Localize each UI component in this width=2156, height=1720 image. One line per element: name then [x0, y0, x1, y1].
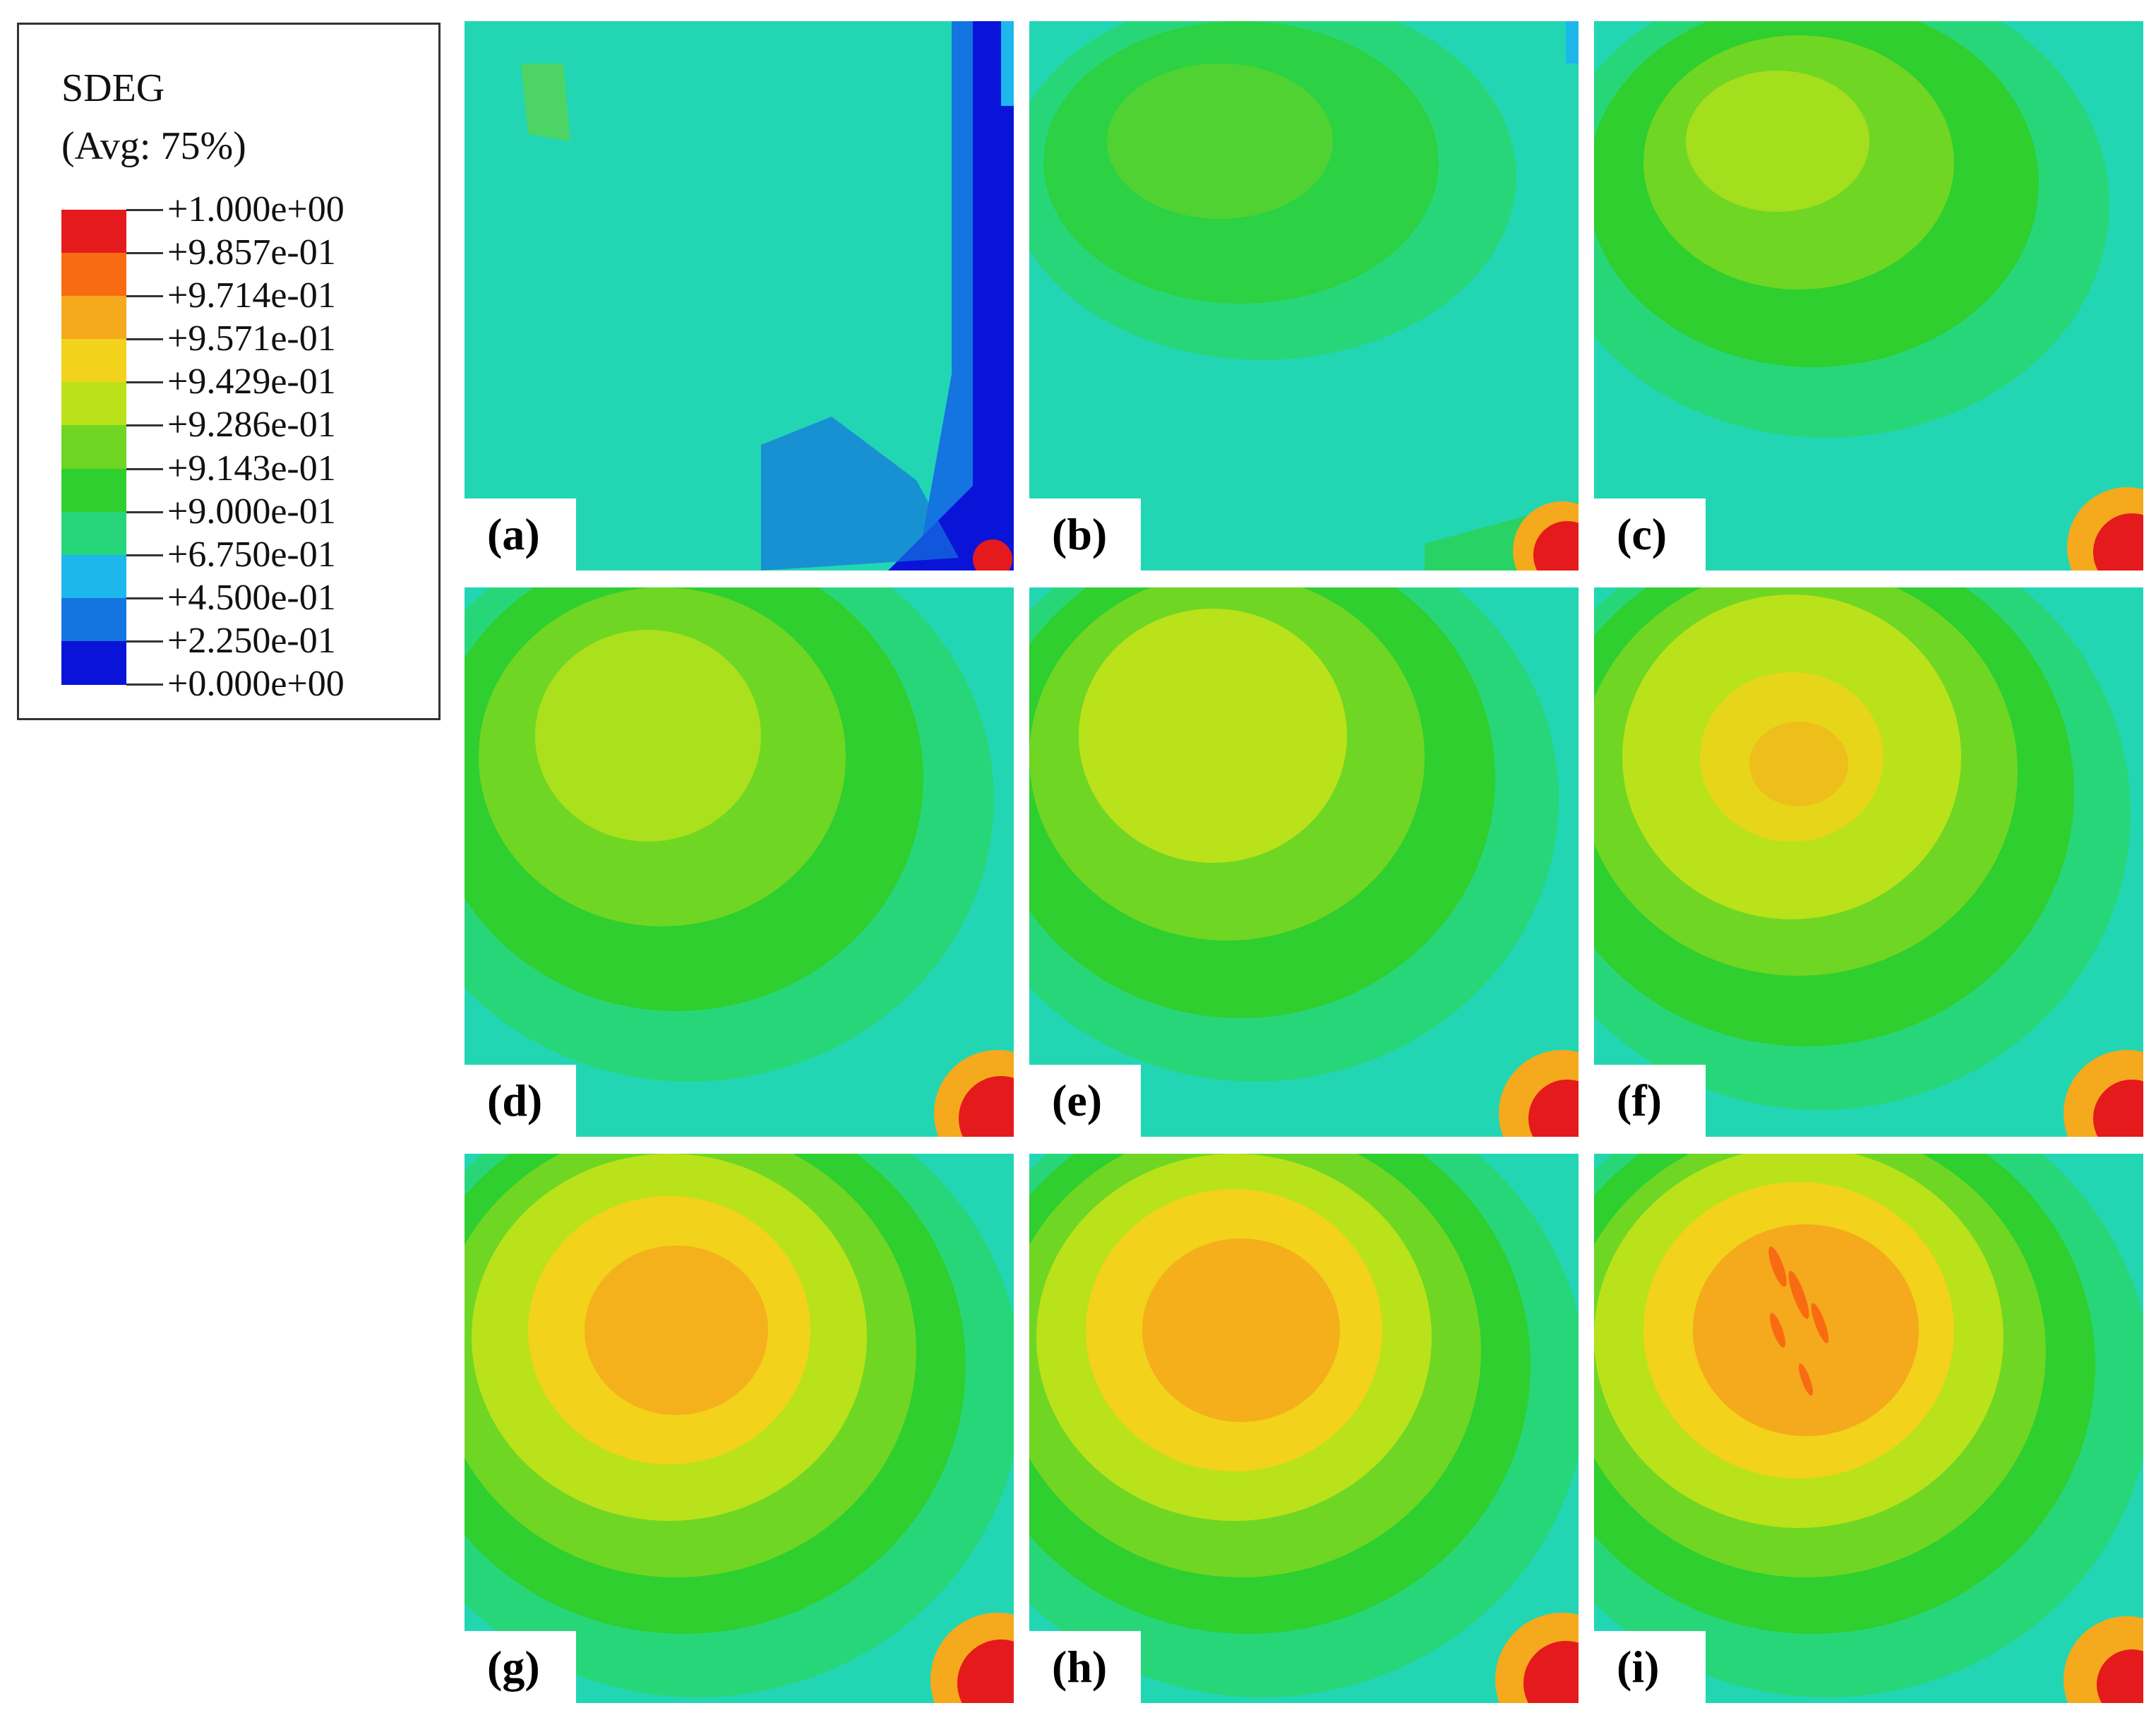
- legend-tick: [126, 295, 163, 298]
- legend-label: +6.750e-01: [167, 534, 336, 575]
- contour-plot-h: [1029, 1154, 1579, 1703]
- panel-label-bg: [465, 498, 576, 571]
- legend-swatch: [61, 468, 126, 513]
- panel-label-bg: [1029, 1631, 1141, 1703]
- legend-tick: [126, 554, 163, 556]
- panel-a: (a): [465, 21, 1014, 571]
- panel-label-bg: [1594, 1631, 1706, 1703]
- legend-tick: [126, 424, 163, 427]
- legend-tick: [126, 467, 163, 470]
- panel-f: (f): [1594, 587, 2143, 1137]
- legend-colorbar: [61, 210, 126, 685]
- panel-label-bg: [465, 1631, 576, 1703]
- legend-label: +1.000e+00: [167, 189, 345, 229]
- legend-swatch: [61, 597, 126, 642]
- panel-b: (b): [1029, 21, 1579, 571]
- legend-tick: [126, 381, 163, 384]
- panel-label-h: (h): [1052, 1642, 1108, 1692]
- legend-label: +2.250e-01: [167, 620, 336, 661]
- legend-subtitle: (Avg: 75%): [61, 124, 246, 168]
- legend-label: +9.571e-01: [167, 318, 336, 359]
- legend-label: +9.000e-01: [167, 491, 336, 532]
- contour-plot-d: [465, 587, 1014, 1137]
- legend-swatch: [61, 554, 126, 599]
- contour-plot-i: [1594, 1154, 2143, 1703]
- legend-label: +9.286e-01: [167, 405, 336, 446]
- contour-plot-a: [465, 21, 1014, 571]
- legend-swatch: [61, 210, 126, 254]
- panel-label-bg: [1029, 1065, 1141, 1137]
- panel-h: (h): [1029, 1154, 1579, 1703]
- legend-swatch: [61, 296, 126, 340]
- panel-e: (e): [1029, 587, 1579, 1137]
- panel-g: (g): [465, 1154, 1014, 1703]
- panel-label-bg: [1594, 1065, 1706, 1137]
- sdeg-legend: SDEG (Avg: 75%) +1.000e+00 +9.857e-01 +9.7…: [17, 23, 441, 720]
- legend-swatch: [61, 511, 126, 556]
- contour-plot-f: [1594, 587, 2143, 1137]
- contour-plot-e: [1029, 587, 1579, 1137]
- legend-tick: [126, 338, 163, 341]
- legend-label: +9.857e-01: [167, 232, 336, 273]
- panel-label-bg: [1594, 498, 1706, 571]
- legend-swatch: [61, 425, 126, 470]
- legend-tick: [126, 597, 163, 599]
- panel-label-bg: [465, 1065, 576, 1137]
- panel-label-b: (b): [1052, 509, 1108, 559]
- panel-label-e: (e): [1052, 1075, 1103, 1125]
- legend-tick: [126, 683, 163, 686]
- contour-plot-b: [1029, 21, 1579, 571]
- legend-label: +9.714e-01: [167, 275, 336, 316]
- panel-label-f: (f): [1617, 1075, 1662, 1125]
- legend-swatch: [61, 253, 126, 297]
- contour-plot-g: [465, 1154, 1014, 1703]
- panel-label-i: (i): [1617, 1642, 1660, 1692]
- legend-swatch: [61, 339, 126, 383]
- legend-swatch: [61, 382, 126, 426]
- legend-tick: [126, 252, 163, 255]
- legend-tick: [126, 640, 163, 643]
- legend-label: +9.143e-01: [167, 448, 336, 489]
- legend-label: +0.000e+00: [167, 664, 345, 704]
- legend-swatch: [61, 640, 126, 685]
- contour-plot-c: [1594, 21, 2143, 571]
- legend-tick: [126, 209, 163, 211]
- legend-label: +4.500e-01: [167, 577, 336, 618]
- panel-c: (c): [1594, 21, 2143, 571]
- panel-label-d: (d): [487, 1075, 543, 1125]
- legend-tick: [126, 510, 163, 513]
- panel-label-a: (a): [487, 509, 540, 559]
- panel-label-bg: [1029, 498, 1141, 571]
- panel-label-g: (g): [487, 1642, 540, 1692]
- panel-d: (d): [465, 587, 1014, 1137]
- legend-label: +9.429e-01: [167, 362, 336, 402]
- panel-label-c: (c): [1617, 509, 1667, 559]
- legend-title: SDEG: [61, 66, 165, 110]
- panel-i: (i): [1594, 1154, 2143, 1703]
